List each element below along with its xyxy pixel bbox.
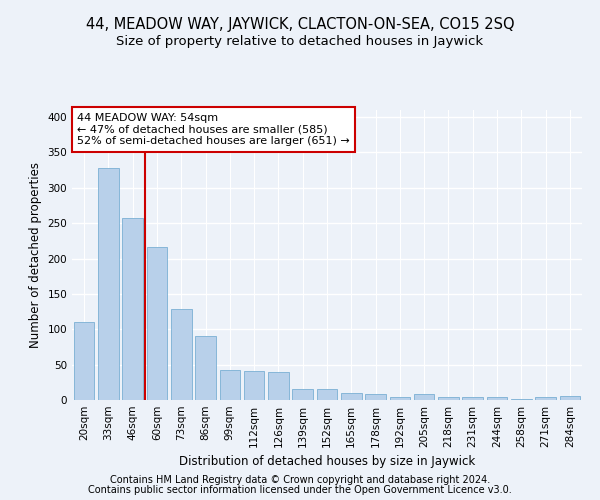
- Bar: [98, 168, 119, 400]
- Bar: [146, 246, 167, 400]
- X-axis label: Distribution of detached houses by size in Jaywick: Distribution of detached houses by size …: [179, 456, 475, 468]
- Bar: [171, 310, 191, 400]
- Bar: [292, 388, 313, 400]
- Bar: [195, 336, 216, 400]
- Bar: [244, 371, 265, 400]
- Bar: [365, 394, 386, 400]
- Bar: [463, 397, 483, 400]
- Bar: [122, 218, 143, 400]
- Bar: [74, 322, 94, 400]
- Bar: [268, 372, 289, 400]
- Y-axis label: Number of detached properties: Number of detached properties: [29, 162, 42, 348]
- Text: 44, MEADOW WAY, JAYWICK, CLACTON-ON-SEA, CO15 2SQ: 44, MEADOW WAY, JAYWICK, CLACTON-ON-SEA,…: [86, 18, 514, 32]
- Bar: [414, 394, 434, 400]
- Bar: [438, 397, 459, 400]
- Bar: [560, 396, 580, 400]
- Bar: [317, 390, 337, 400]
- Bar: [389, 397, 410, 400]
- Text: Contains HM Land Registry data © Crown copyright and database right 2024.: Contains HM Land Registry data © Crown c…: [110, 475, 490, 485]
- Text: Size of property relative to detached houses in Jaywick: Size of property relative to detached ho…: [116, 35, 484, 48]
- Bar: [487, 397, 508, 400]
- Bar: [220, 370, 240, 400]
- Text: Contains public sector information licensed under the Open Government Licence v3: Contains public sector information licen…: [88, 485, 512, 495]
- Bar: [341, 393, 362, 400]
- Bar: [535, 397, 556, 400]
- Text: 44 MEADOW WAY: 54sqm
← 47% of detached houses are smaller (585)
52% of semi-deta: 44 MEADOW WAY: 54sqm ← 47% of detached h…: [77, 113, 350, 146]
